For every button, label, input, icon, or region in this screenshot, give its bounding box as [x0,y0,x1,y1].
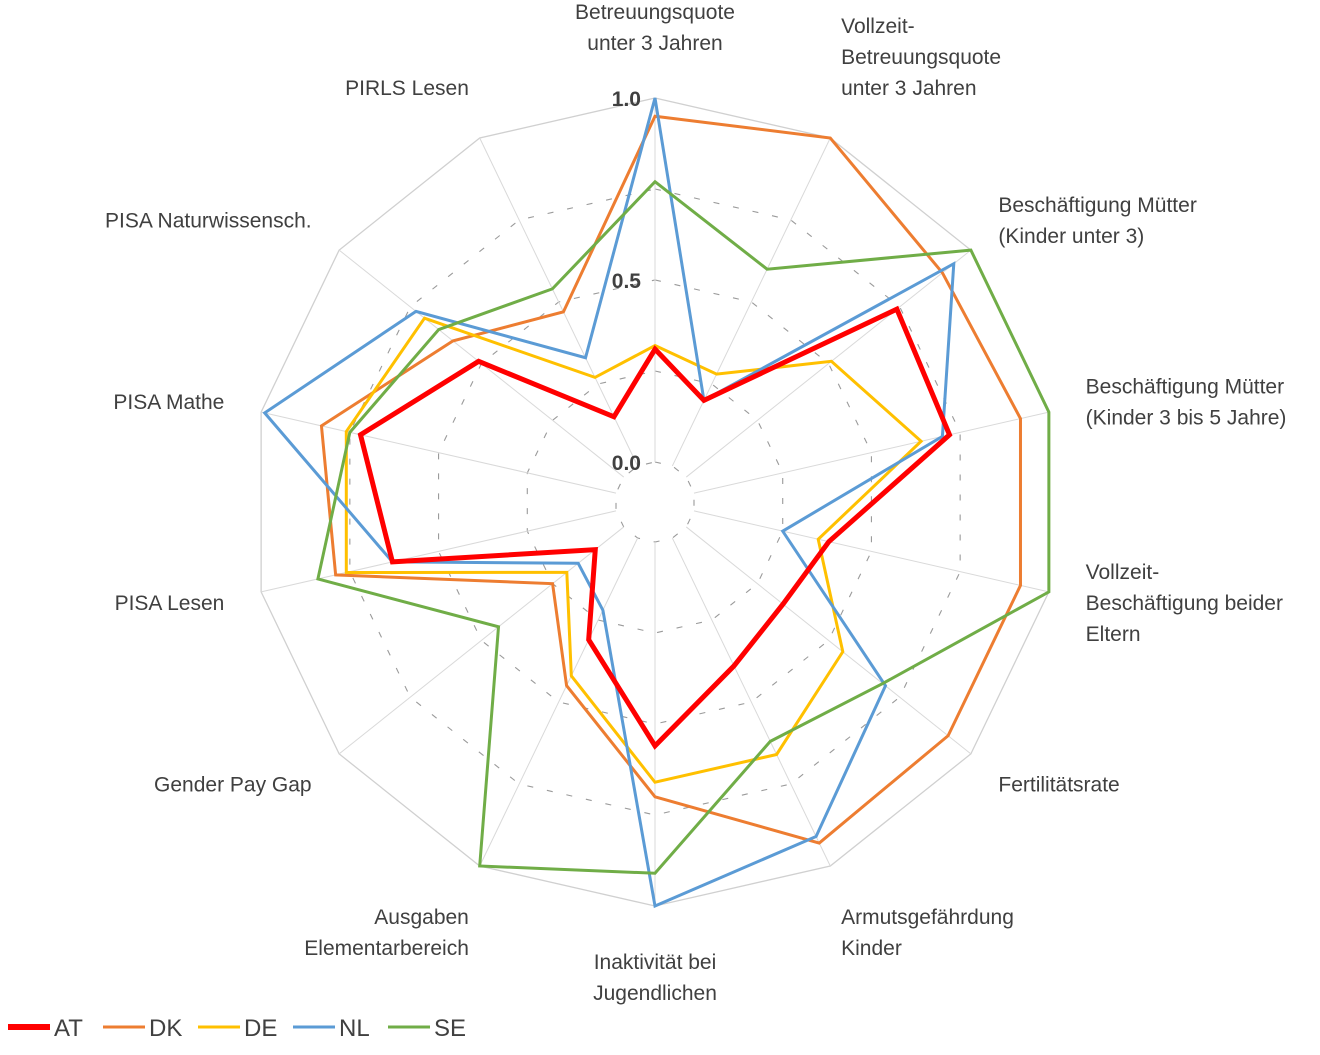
grid-ring [349,188,961,816]
category-label: Vollzeit-Beschäftigung beider Eltern [1086,561,1283,646]
axis-spoke [693,411,1049,494]
axis-spoke [671,537,831,867]
category-label: Fertilitätsrate [998,773,1119,796]
series-line-de [344,316,924,784]
legend-label-at: AT [54,1015,83,1042]
category-label: PISA Naturwissensch. [105,210,312,233]
axis-spoke [261,411,617,494]
axis-spoke [685,526,972,755]
legend-label-nl: NL [339,1015,370,1042]
category-label: Ausgaben Elementarbereich [304,906,469,960]
series-line-se [316,179,1051,875]
tick-label: 0.0 [612,452,641,475]
axis-spoke [479,537,639,867]
category-label: Vollzeit-Betreuungsquote unter 3 Jahren [841,15,1001,100]
legend: AT DK DE NL SE [8,1015,466,1042]
category-label: PISA Mathe [113,391,224,414]
category-label: Gender Pay Gap [154,773,312,796]
axis-spoke [338,526,625,755]
series-line-dk [319,114,1022,845]
axis-spoke [671,137,831,467]
axis-spoke [685,249,972,478]
category-label: PISA Lesen [115,592,225,615]
category-label: Beschäftigung Mütter (Kinder 3 bis 5 Jahr… [1086,375,1287,429]
legend-label-dk: DK [149,1015,182,1042]
category-label: Armutsgefährdung Kinder [841,906,1014,960]
axis-spoke [693,510,1049,593]
category-label: Beschäftigung Mütter (Kinder unter 3) [998,194,1196,248]
legend-label-se: SE [434,1015,466,1042]
legend-label-de: DE [244,1015,277,1042]
tick-label: 0.5 [612,270,642,293]
category-labels: Betreuungsquote unter 3 Jahren Vollzeit-Be… [105,1,1286,1005]
category-label: Inaktivität bei Jugendlichen [593,951,717,1005]
category-label: Betreuungsquote unter 3 Jahren [575,1,735,55]
axis-spoke [479,137,639,467]
series-line-at [357,305,953,750]
tick-labels: 0.0 0.5 1.0 [612,88,642,475]
tick-label: 1.0 [612,88,641,111]
category-label: PIRLS Lesen [345,77,469,100]
grid-ring [526,370,784,634]
series-layer [262,97,1051,909]
series-line-nl [262,97,956,909]
